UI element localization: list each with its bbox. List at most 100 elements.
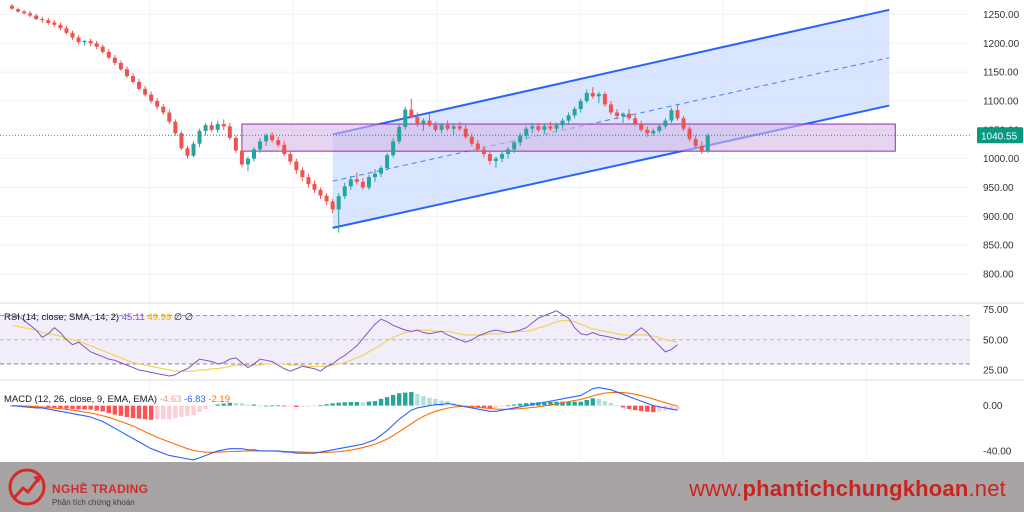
candle-body xyxy=(118,62,123,70)
candle-body xyxy=(651,130,656,134)
last-price-marker: 1040.55 xyxy=(0,127,1023,144)
candle-body xyxy=(258,141,263,150)
macd-histogram-bar xyxy=(433,398,438,406)
macd-line xyxy=(11,386,678,461)
candle-body xyxy=(427,120,432,126)
candle-body xyxy=(566,115,571,121)
macd-histogram-bar xyxy=(439,400,444,406)
candle-body xyxy=(131,76,135,82)
rsi-pane[interactable]: 75.00 50.00 25.00 xyxy=(0,305,1008,377)
candle-body xyxy=(548,126,553,129)
brand-tagline: Phân tích chứng khoán xyxy=(52,498,135,507)
macd-histogram-bar xyxy=(269,405,275,407)
price-tick-label: 950.00 xyxy=(983,183,1014,194)
macd-histogram-bar xyxy=(288,405,293,407)
candle-body xyxy=(282,144,287,155)
candle-body xyxy=(385,155,390,168)
candle-body xyxy=(608,104,613,113)
brand-name: NGHỀ TRADING xyxy=(52,482,149,496)
macd-histogram-bar xyxy=(342,402,347,406)
rsi-sma-line xyxy=(11,319,678,372)
candle-body xyxy=(602,94,607,105)
macd-histogram-bar xyxy=(203,405,208,410)
macd-histogram-bar xyxy=(179,405,184,417)
last-price-label: 1040.55 xyxy=(981,131,1018,142)
candle-body xyxy=(58,24,63,29)
candle-body xyxy=(379,167,384,174)
macd-histogram-bar xyxy=(233,402,239,406)
price-tick-label: 850.00 xyxy=(983,241,1014,252)
price-tick-label: 1200.00 xyxy=(983,39,1020,50)
candle-body xyxy=(34,15,39,20)
candle-body xyxy=(143,88,148,95)
macd-histogram-bar xyxy=(94,405,99,411)
macd-histogram-bar xyxy=(118,405,124,416)
macd-histogram-bar xyxy=(360,402,366,406)
support-zone-rectangle[interactable] xyxy=(241,123,896,152)
candle-body xyxy=(409,109,414,118)
macd-histogram-bar xyxy=(403,392,408,406)
candle-body xyxy=(481,149,486,155)
candle-body xyxy=(233,137,238,151)
website-url[interactable]: www.phantichchungkhoan.net xyxy=(689,476,1006,502)
rsi-tick-label: 25.00 xyxy=(983,365,1008,376)
candle-body xyxy=(22,11,27,14)
candle-body xyxy=(239,150,244,165)
candle-body xyxy=(161,106,166,113)
candle-body xyxy=(149,94,154,101)
macd-histogram-bar xyxy=(148,405,154,420)
candle-body xyxy=(173,121,178,134)
candle-body xyxy=(494,158,498,161)
zone-rectangle xyxy=(241,123,896,152)
candle-body xyxy=(391,141,396,156)
candle-body xyxy=(366,177,371,188)
candle-body xyxy=(100,46,105,52)
candle-body xyxy=(578,100,583,110)
macd-histogram-bar xyxy=(155,405,160,420)
macd-histogram-bar xyxy=(239,403,245,406)
candle-body xyxy=(306,177,311,185)
candle-body xyxy=(245,158,250,165)
candle-body xyxy=(70,32,75,38)
macd-histogram-bar xyxy=(602,401,608,406)
candle-body xyxy=(590,92,595,97)
candlestick-series xyxy=(10,4,710,233)
macd-pane[interactable]: 0.00 -40.00 xyxy=(9,386,1012,461)
macd-histogram-bar xyxy=(221,403,226,406)
price-tick-label: 900.00 xyxy=(983,212,1014,223)
rsi-legend: RSI (14, close, SMA, 14, 2) 45.11 49.99 … xyxy=(4,312,193,323)
candle-body xyxy=(94,43,99,47)
macd-histogram-bar xyxy=(100,405,105,412)
candle-body xyxy=(445,125,450,129)
macd-histogram-bar xyxy=(608,402,614,406)
candle-body xyxy=(451,126,456,129)
candle-body xyxy=(209,125,214,130)
macd-histogram-bar xyxy=(185,405,190,416)
macd-histogram-bar xyxy=(124,405,130,417)
macd-histogram-bar xyxy=(257,405,263,407)
candle-body xyxy=(560,120,565,126)
macd-histogram-bar xyxy=(88,405,93,410)
candle-body xyxy=(324,195,329,202)
rsi-tick-label: 75.00 xyxy=(983,305,1008,316)
candle-body xyxy=(469,136,474,144)
macd-histogram-bar xyxy=(415,393,420,406)
macd-histogram-bar xyxy=(499,405,505,407)
candle-body xyxy=(112,57,117,63)
macd-histogram-bar xyxy=(318,405,323,407)
price-axis[interactable]: 1250.001200.001150.001100.001050.001000.… xyxy=(983,10,1020,281)
macd-histogram-bar xyxy=(161,405,166,420)
macd-tick-label: 0.00 xyxy=(983,401,1003,412)
candle-body xyxy=(348,179,353,187)
candle-body xyxy=(270,135,275,141)
candle-body xyxy=(530,126,535,129)
macd-histogram-bar xyxy=(306,405,311,407)
candle-body xyxy=(705,135,710,151)
macd-histogram-bar xyxy=(294,405,299,408)
macd-histogram-bar xyxy=(614,405,620,407)
macd-signal-line xyxy=(11,391,678,453)
macd-histogram-bar xyxy=(197,405,202,412)
candle-body xyxy=(76,37,81,43)
candle-body xyxy=(16,9,21,12)
